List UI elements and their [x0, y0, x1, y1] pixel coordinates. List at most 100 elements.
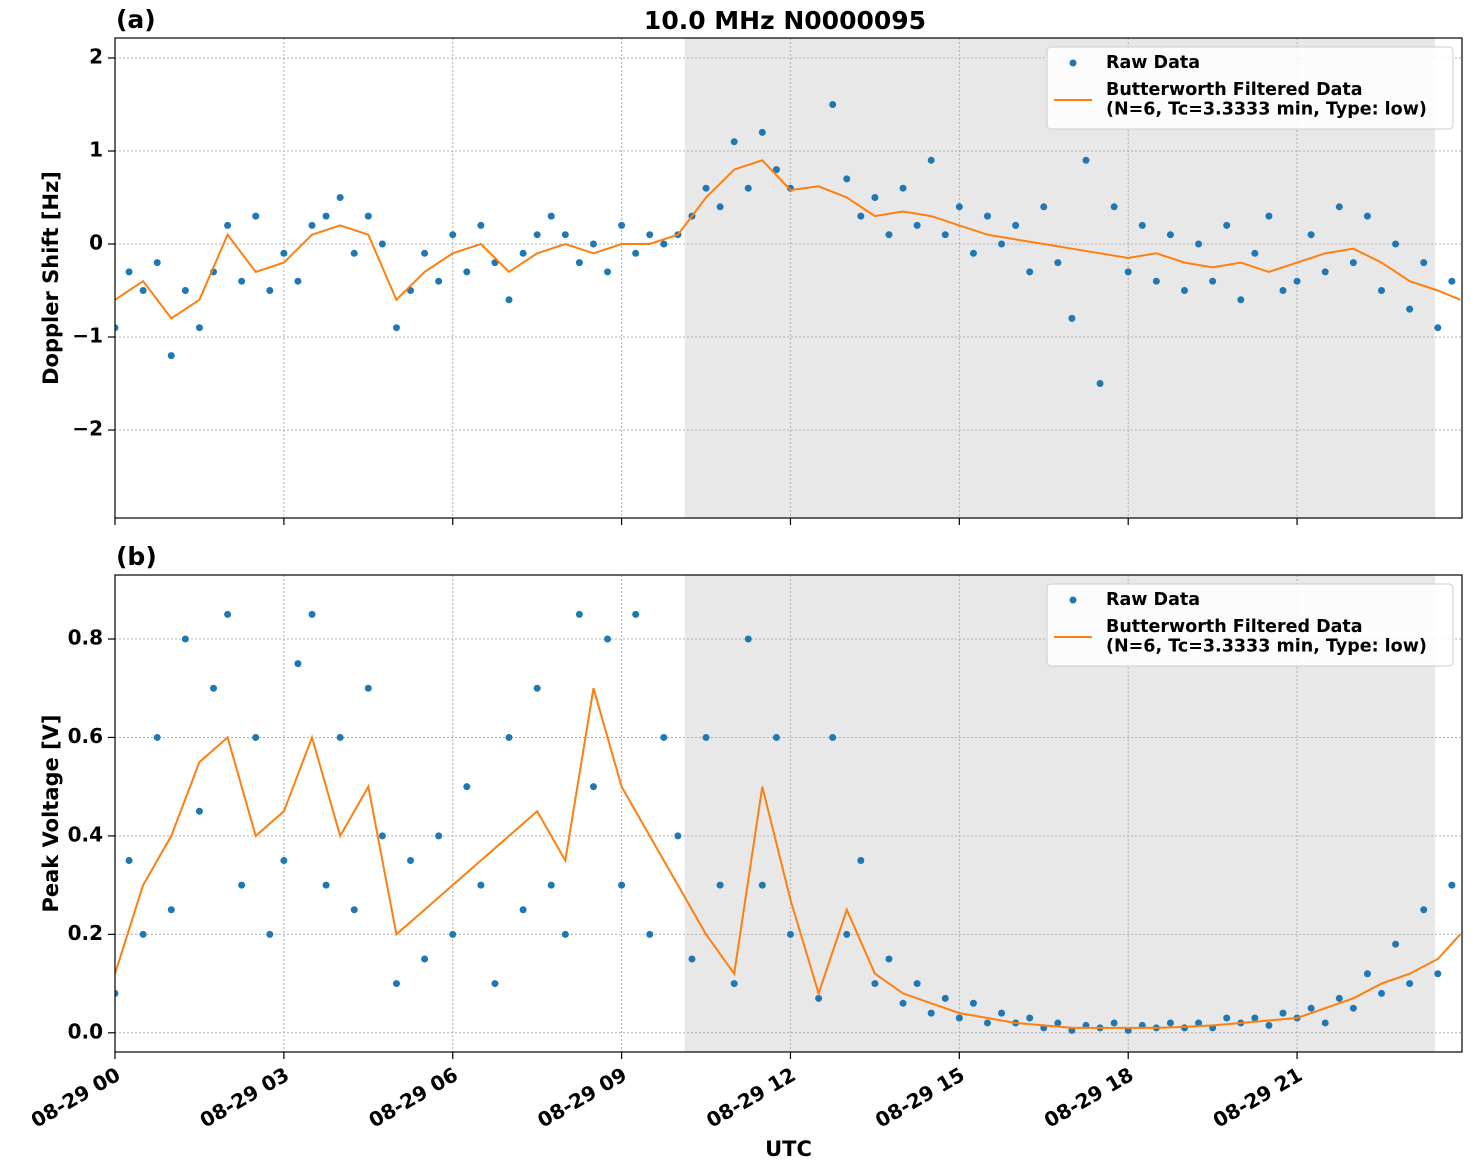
filtered-line: [115, 159, 1461, 320]
raw-point: [871, 194, 879, 202]
raw-point: [238, 277, 246, 285]
raw-point: [491, 980, 499, 988]
y-tick-label: 1: [89, 138, 103, 162]
raw-point: [913, 980, 921, 988]
y-tick-label: 0.8: [68, 625, 103, 649]
raw-point: [885, 231, 893, 239]
raw-point: [210, 684, 218, 692]
raw-point: [195, 807, 203, 815]
raw-point: [364, 212, 372, 220]
raw-point: [1124, 268, 1132, 276]
raw-point: [1195, 1019, 1203, 1027]
raw-point: [477, 221, 485, 229]
raw-point: [280, 249, 288, 257]
y-tick-label: −1: [72, 324, 103, 348]
raw-point: [815, 994, 823, 1002]
raw-point: [238, 881, 246, 889]
legend-box: [1046, 583, 1454, 667]
raw-point: [153, 733, 161, 741]
raw-point: [350, 249, 358, 257]
raw-point: [547, 212, 555, 220]
raw-point: [1406, 980, 1414, 988]
raw-point: [1110, 1019, 1118, 1027]
raw-point: [336, 194, 344, 202]
raw-point: [983, 212, 991, 220]
raw-point: [927, 1009, 935, 1017]
raw-point: [1265, 212, 1273, 220]
raw-point: [435, 277, 443, 285]
raw-point: [153, 259, 161, 267]
raw-point: [364, 684, 372, 692]
filtered-line: [115, 687, 1462, 1029]
raw-point: [772, 166, 780, 174]
raw-point: [927, 156, 935, 164]
raw-point: [1335, 994, 1343, 1002]
raw-point: [575, 610, 583, 618]
raw-point: [1293, 277, 1301, 285]
raw-point: [955, 1014, 963, 1022]
raw-point: [632, 249, 640, 257]
raw-point: [350, 906, 358, 914]
raw-point: [1223, 1014, 1231, 1022]
raw-point: [829, 733, 837, 741]
raw-point: [1265, 1021, 1273, 1029]
raw-point: [125, 268, 133, 276]
raw-point: [195, 324, 203, 332]
raw-point: [646, 930, 654, 938]
x-tick-label: 08-29 03: [196, 1062, 294, 1132]
raw-point: [857, 212, 865, 220]
raw-point: [463, 268, 471, 276]
raw-point: [449, 930, 457, 938]
raw-point: [941, 231, 949, 239]
panel-label: (a): [116, 5, 156, 34]
raw-point: [421, 249, 429, 257]
raw-point: [519, 906, 527, 914]
axes-frame: [114, 574, 1463, 1053]
raw-point: [969, 999, 977, 1007]
raw-point: [1392, 940, 1400, 948]
raw-point: [1349, 259, 1357, 267]
raw-point: [1054, 1019, 1062, 1027]
raw-point: [913, 221, 921, 229]
raw-point: [716, 881, 724, 889]
raw-point: [322, 212, 330, 220]
raw-point: [561, 231, 569, 239]
raw-point: [744, 635, 752, 643]
raw-point: [392, 980, 400, 988]
raw-point: [730, 980, 738, 988]
y-tick-label: 0.0: [68, 1019, 103, 1043]
raw-point: [744, 184, 752, 192]
raw-point: [533, 684, 541, 692]
raw-point: [308, 221, 316, 229]
plot-area: [115, 610, 1462, 1034]
raw-point: [688, 955, 696, 963]
legend-marker: [1069, 596, 1077, 604]
raw-point: [1378, 287, 1386, 295]
raw-point: [899, 999, 907, 1007]
raw-point: [378, 240, 386, 248]
raw-point: [1392, 240, 1400, 248]
raw-point: [421, 955, 429, 963]
raw-point: [1321, 1019, 1329, 1027]
legend-label: Butterworth Filtered Data (N=6, Tc=3.3333…: [1106, 617, 1427, 656]
raw-point: [435, 832, 443, 840]
raw-point: [1026, 1014, 1034, 1022]
raw-point: [730, 138, 738, 146]
raw-point: [1195, 240, 1203, 248]
raw-point: [1349, 1004, 1357, 1012]
raw-point: [1223, 221, 1231, 229]
y-tick-label: 0: [89, 231, 103, 255]
raw-point: [758, 128, 766, 136]
raw-point: [294, 660, 302, 668]
raw-point: [1082, 156, 1090, 164]
raw-point: [224, 221, 232, 229]
raw-point: [115, 989, 119, 997]
raw-point: [589, 783, 597, 791]
raw-point: [1068, 314, 1076, 322]
raw-point: [1363, 212, 1371, 220]
raw-point: [969, 249, 977, 257]
raw-point: [998, 240, 1006, 248]
raw-point: [618, 881, 626, 889]
legend-label: Butterworth Filtered Data (N=6, Tc=3.3333…: [1106, 80, 1427, 119]
